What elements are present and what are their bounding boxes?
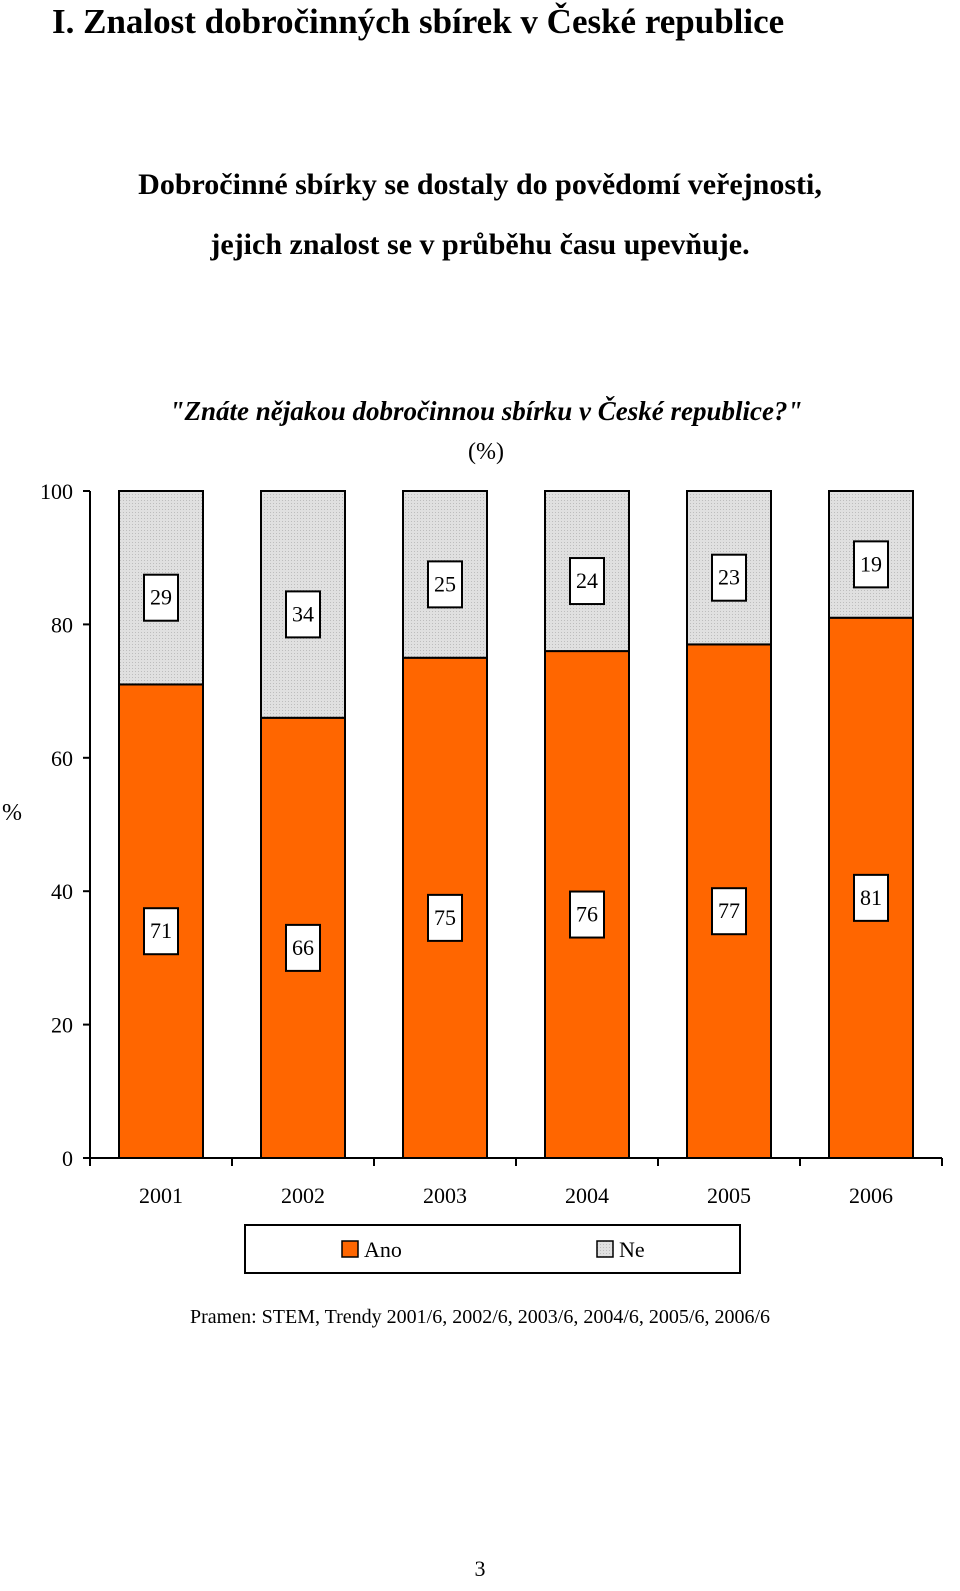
y-tick-label: 60: [51, 746, 73, 771]
data-label-box: [569, 890, 605, 939]
subtitle-line-2: jejich znalost se v průběhu času upevňuj…: [210, 228, 750, 261]
y-tick-label: 80: [51, 612, 73, 637]
data-label-box: [143, 573, 179, 622]
data-label-ano-2001: 71: [150, 918, 172, 943]
plot-area: 0 20 40 60 80 100 71 29 66 34 75 25 76 24 77 23 81 19 2001…: [40, 479, 943, 1274]
x-tick-label: 2004: [565, 1183, 609, 1208]
data-label-ano-2002: 66: [292, 935, 314, 960]
y-tick-label: 20: [51, 1013, 73, 1038]
legend-swatch-ne: [596, 1240, 614, 1258]
data-label-box: [285, 590, 321, 639]
data-label-box: [569, 557, 605, 606]
data-label-ne-2006: 19: [860, 551, 882, 576]
y-tick-label: 0: [62, 1146, 73, 1171]
chart-subtitle: (%): [468, 439, 504, 465]
data-label-box: [853, 873, 889, 922]
x-tick-label: 2006: [849, 1183, 893, 1208]
data-label-box: [143, 907, 179, 956]
data-label-box: [853, 540, 889, 589]
stacked-bar-chart: "Znáte nějakou dobročinnou sbírku v Česk…: [2, 396, 943, 1274]
data-label-box: [711, 553, 747, 602]
y-tick-label: 40: [51, 879, 73, 904]
source-note: Pramen: STEM, Trendy 2001/6, 2002/6, 200…: [189, 1306, 771, 1328]
chart-title: "Znáte nějakou dobročinnou sbírku v Česk…: [169, 396, 802, 426]
data-label-ne-2001: 29: [150, 585, 172, 610]
legend-label-ne: Ne: [619, 1237, 645, 1262]
section-title: I. Znalost dobročinných sbírek v České r…: [52, 2, 785, 41]
x-tick-label: 2003: [423, 1183, 467, 1208]
data-label-ne-2004: 24: [576, 568, 598, 593]
x-tick-label: 2005: [707, 1183, 751, 1208]
data-label-ne-2002: 34: [292, 601, 314, 626]
legend: [244, 1224, 741, 1274]
data-label-box: [427, 560, 463, 609]
legend-label-ano: Ano: [364, 1237, 402, 1262]
y-tick-label: 100: [40, 479, 73, 504]
x-tick-label: 2002: [281, 1183, 325, 1208]
subtitle-line-1: Dobročinné sbírky se dostaly do povědomí…: [138, 168, 822, 201]
legend-swatch-ano: [341, 1240, 359, 1258]
data-label-ano-2004: 76: [576, 902, 598, 927]
data-label-box: [427, 893, 463, 942]
data-label-box: [285, 923, 321, 972]
data-label-ne-2003: 25: [434, 571, 456, 596]
data-label-ano-2006: 81: [860, 885, 882, 910]
data-label-ano-2005: 77: [718, 898, 740, 923]
data-label-box: [711, 887, 747, 936]
x-tick-label: 2001: [139, 1183, 183, 1208]
y-axis-label: %: [2, 800, 22, 826]
page-number: 3: [474, 1556, 486, 1581]
data-label-ano-2003: 75: [434, 905, 456, 930]
data-label-ne-2005: 23: [718, 565, 740, 590]
